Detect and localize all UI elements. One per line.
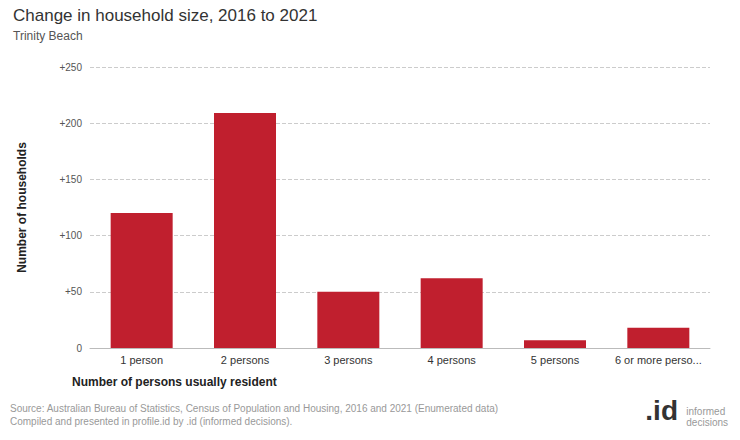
svg-text:4 persons: 4 persons xyxy=(428,354,477,366)
svg-text:Compiled and presented in prof: Compiled and presented in profile.id by … xyxy=(10,416,292,427)
svg-text:+150: +150 xyxy=(59,174,82,185)
svg-text:Number of households: Number of households xyxy=(15,142,29,273)
svg-text:5 persons: 5 persons xyxy=(531,354,580,366)
svg-text:6 or more perso...: 6 or more perso... xyxy=(615,354,702,366)
svg-text:decisions: decisions xyxy=(686,417,728,428)
svg-text:3 persons: 3 persons xyxy=(324,354,373,366)
svg-text:+100: +100 xyxy=(59,230,82,241)
svg-text:0: 0 xyxy=(76,343,82,354)
svg-text:Trinity Beach: Trinity Beach xyxy=(13,29,83,43)
svg-text:informed: informed xyxy=(686,406,725,417)
svg-text:+200: +200 xyxy=(59,118,82,129)
svg-text:.id: .id xyxy=(645,395,678,426)
svg-text:Number of persons usually resi: Number of persons usually resident xyxy=(72,375,277,389)
svg-text:+250: +250 xyxy=(59,62,82,73)
svg-text:2 persons: 2 persons xyxy=(221,354,270,366)
svg-text:+50: +50 xyxy=(65,286,82,297)
svg-text:Source: Australian Bureau of S: Source: Australian Bureau of Statistics,… xyxy=(10,403,498,414)
svg-text:1 person: 1 person xyxy=(120,354,163,366)
svg-text:Change in household size, 2016: Change in household size, 2016 to 2021 xyxy=(13,6,317,25)
